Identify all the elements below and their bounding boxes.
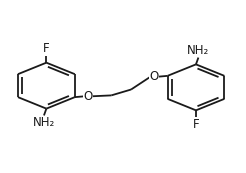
Text: F: F: [193, 118, 199, 131]
Text: O: O: [84, 90, 93, 103]
Text: NH₂: NH₂: [33, 116, 55, 129]
Text: O: O: [150, 70, 159, 83]
Text: F: F: [43, 42, 50, 55]
Text: NH₂: NH₂: [187, 44, 210, 57]
